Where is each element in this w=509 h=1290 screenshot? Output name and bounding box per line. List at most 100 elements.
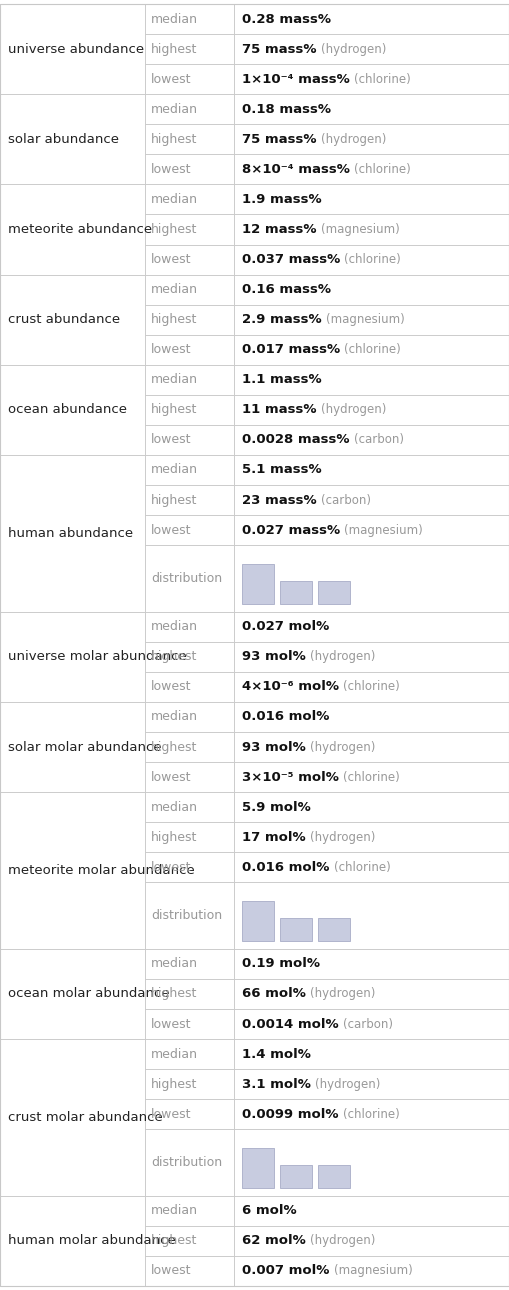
Text: distribution: distribution <box>151 571 222 584</box>
Text: (magnesium): (magnesium) <box>326 313 405 326</box>
Bar <box>145 822 234 853</box>
Text: (hydrogen): (hydrogen) <box>321 133 386 146</box>
Text: (chlorine): (chlorine) <box>345 253 401 266</box>
Text: meteorite abundance: meteorite abundance <box>8 223 152 236</box>
Text: ocean abundance: ocean abundance <box>8 404 127 417</box>
Bar <box>234 214 509 245</box>
Text: highest: highest <box>151 831 197 844</box>
Bar <box>234 1129 509 1196</box>
Bar <box>145 1196 234 1226</box>
Text: 66 mol%: 66 mol% <box>242 987 306 1001</box>
Text: highest: highest <box>151 223 197 236</box>
Bar <box>234 822 509 853</box>
Bar <box>0 184 145 275</box>
Text: highest: highest <box>151 494 197 507</box>
Bar <box>145 1256 234 1286</box>
Text: lowest: lowest <box>151 72 191 85</box>
Text: 3.1 mol%: 3.1 mol% <box>242 1077 311 1090</box>
Text: solar molar abundance: solar molar abundance <box>8 740 162 753</box>
Bar <box>145 642 234 672</box>
Text: (carbon): (carbon) <box>343 1018 393 1031</box>
Text: highest: highest <box>151 1077 197 1090</box>
Bar <box>234 762 509 792</box>
Bar <box>234 1069 509 1099</box>
Bar <box>145 515 234 546</box>
Text: (chlorine): (chlorine) <box>344 343 401 356</box>
Bar <box>145 1038 234 1069</box>
Text: median: median <box>151 1205 198 1218</box>
Text: 0.017 mass%: 0.017 mass% <box>242 343 340 356</box>
Text: 0.0028 mass%: 0.0028 mass% <box>242 433 350 446</box>
Text: 0.18 mass%: 0.18 mass% <box>242 103 331 116</box>
Text: 0.16 mass%: 0.16 mass% <box>242 283 331 297</box>
Bar <box>318 580 350 604</box>
Text: lowest: lowest <box>151 253 191 266</box>
Bar <box>234 245 509 275</box>
Text: 1×10⁻⁴ mass%: 1×10⁻⁴ mass% <box>242 72 350 85</box>
Bar <box>234 1038 509 1069</box>
Text: median: median <box>151 711 198 724</box>
Text: solar abundance: solar abundance <box>8 133 119 146</box>
Bar <box>145 1009 234 1038</box>
Bar <box>234 642 509 672</box>
Bar <box>145 731 234 762</box>
Bar <box>234 455 509 485</box>
Bar <box>145 672 234 702</box>
Text: (hydrogen): (hydrogen) <box>310 831 375 844</box>
Bar <box>234 94 509 124</box>
Text: (magnesium): (magnesium) <box>321 223 400 236</box>
Bar <box>234 515 509 546</box>
Text: human abundance: human abundance <box>8 526 133 539</box>
Bar <box>234 1226 509 1256</box>
Text: (hydrogen): (hydrogen) <box>321 43 386 55</box>
Text: lowest: lowest <box>151 1018 191 1031</box>
Text: 0.0014 mol%: 0.0014 mol% <box>242 1018 339 1031</box>
Bar <box>234 1099 509 1129</box>
Bar <box>234 792 509 822</box>
Text: 93 mol%: 93 mol% <box>242 740 306 753</box>
Bar <box>145 546 234 611</box>
Text: highest: highest <box>151 987 197 1001</box>
Text: meteorite molar abundance: meteorite molar abundance <box>8 864 195 877</box>
Text: highest: highest <box>151 1235 197 1247</box>
Text: lowest: lowest <box>151 433 191 446</box>
Bar <box>234 672 509 702</box>
Text: 0.016 mol%: 0.016 mol% <box>242 860 329 873</box>
Text: lowest: lowest <box>151 860 191 873</box>
Bar <box>0 1196 145 1286</box>
Text: 0.016 mol%: 0.016 mol% <box>242 711 329 724</box>
Text: (chlorine): (chlorine) <box>343 1108 400 1121</box>
Text: median: median <box>151 463 198 476</box>
Text: (hydrogen): (hydrogen) <box>315 1077 380 1090</box>
Bar <box>0 792 145 949</box>
Text: lowest: lowest <box>151 163 191 175</box>
Text: (hydrogen): (hydrogen) <box>310 1235 375 1247</box>
Text: (magnesium): (magnesium) <box>344 524 423 537</box>
Bar <box>145 424 234 455</box>
Text: median: median <box>151 373 198 386</box>
Text: (hydrogen): (hydrogen) <box>321 404 386 417</box>
Bar <box>145 455 234 485</box>
Bar <box>0 275 145 365</box>
Text: highest: highest <box>151 404 197 417</box>
Text: 6 mol%: 6 mol% <box>242 1205 297 1218</box>
Bar <box>234 155 509 184</box>
Bar <box>0 455 145 611</box>
Text: 0.007 mol%: 0.007 mol% <box>242 1264 329 1277</box>
Text: 0.19 mol%: 0.19 mol% <box>242 957 320 970</box>
Bar <box>242 1148 274 1188</box>
Text: 75 mass%: 75 mass% <box>242 43 317 55</box>
Text: 0.027 mass%: 0.027 mass% <box>242 524 340 537</box>
Bar <box>145 124 234 155</box>
Bar <box>234 4 509 34</box>
Bar <box>234 882 509 949</box>
Bar <box>318 918 350 940</box>
Text: 0.0099 mol%: 0.0099 mol% <box>242 1108 338 1121</box>
Text: lowest: lowest <box>151 1264 191 1277</box>
Text: (chlorine): (chlorine) <box>354 72 411 85</box>
Text: 1.1 mass%: 1.1 mass% <box>242 373 322 386</box>
Text: median: median <box>151 957 198 970</box>
Text: (carbon): (carbon) <box>321 494 371 507</box>
Bar <box>234 184 509 214</box>
Bar <box>280 918 312 940</box>
